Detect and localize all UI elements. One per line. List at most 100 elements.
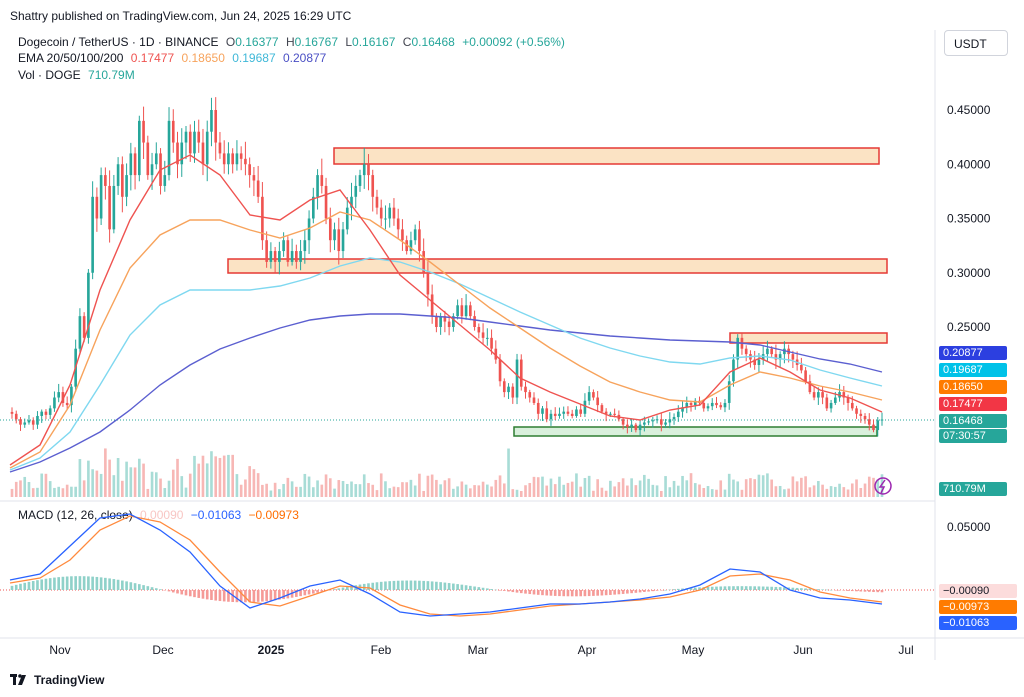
candle[interactable] (316, 175, 319, 197)
candle[interactable] (681, 407, 684, 412)
candle[interactable] (31, 420, 35, 425)
candle[interactable] (587, 392, 591, 401)
candle[interactable] (154, 153, 158, 165)
candle[interactable] (702, 402, 706, 409)
candle[interactable] (362, 164, 366, 176)
candle[interactable] (855, 408, 858, 414)
candle[interactable] (413, 229, 417, 241)
candle[interactable] (142, 120, 145, 143)
candle[interactable] (664, 422, 667, 425)
candle[interactable] (261, 196, 264, 241)
candle[interactable] (583, 400, 587, 414)
candle[interactable] (791, 354, 795, 360)
candle[interactable] (515, 359, 519, 398)
candle[interactable] (384, 218, 387, 220)
candle[interactable] (634, 424, 638, 431)
candle[interactable] (638, 424, 642, 431)
candle[interactable] (562, 411, 566, 414)
candle[interactable] (596, 397, 599, 406)
candle[interactable] (227, 153, 230, 165)
candle[interactable] (95, 196, 99, 219)
candle[interactable] (778, 354, 782, 360)
candle[interactable] (519, 359, 523, 387)
candle[interactable] (87, 272, 90, 338)
candle[interactable] (507, 386, 510, 393)
candle[interactable] (256, 180, 260, 197)
candle[interactable] (418, 229, 421, 252)
candle[interactable] (528, 392, 532, 398)
candle[interactable] (112, 185, 116, 230)
candle[interactable] (231, 153, 234, 165)
candle[interactable] (672, 417, 676, 420)
macd-line[interactable] (9, 513, 883, 617)
candle[interactable] (486, 337, 489, 339)
candle[interactable] (676, 411, 680, 418)
candle[interactable] (48, 408, 52, 415)
candle[interactable] (61, 392, 65, 403)
candle[interactable] (804, 370, 807, 382)
ema50-line[interactable] (9, 211, 883, 469)
candle[interactable] (774, 354, 778, 360)
candle[interactable] (104, 175, 107, 186)
candle[interactable] (570, 413, 574, 416)
candle[interactable] (430, 294, 434, 317)
candle[interactable] (757, 359, 761, 365)
candle[interactable] (439, 316, 442, 327)
candle[interactable] (558, 413, 561, 416)
candle[interactable] (36, 415, 39, 425)
resistance-zone-024[interactable] (729, 332, 888, 344)
candle[interactable] (375, 196, 379, 208)
symbol-title[interactable]: Dogecoin / TetherUS · 1D · BINANCE (18, 35, 219, 49)
candle[interactable] (299, 251, 302, 262)
candle[interactable] (511, 386, 515, 398)
candle[interactable] (808, 381, 812, 393)
candle[interactable] (57, 392, 60, 398)
candle[interactable] (290, 251, 294, 262)
candle[interactable] (783, 348, 786, 355)
candle[interactable] (91, 196, 94, 273)
candle[interactable] (541, 408, 544, 414)
candle[interactable] (214, 110, 218, 143)
ema100-line[interactable] (9, 257, 883, 471)
candle[interactable] (447, 321, 451, 327)
candle[interactable] (545, 408, 549, 420)
resistance-zone-030[interactable] (227, 258, 888, 274)
candle[interactable] (524, 386, 527, 393)
candle[interactable] (121, 164, 124, 197)
ema20-line[interactable] (9, 154, 883, 466)
currency-button[interactable]: USDT (944, 30, 1008, 56)
resistance-zone-040[interactable] (333, 147, 880, 165)
candle[interactable] (876, 420, 880, 431)
candle[interactable] (197, 131, 201, 143)
candle[interactable] (312, 196, 315, 219)
candle[interactable] (252, 175, 256, 181)
candle[interactable] (850, 402, 854, 409)
candle[interactable] (744, 348, 748, 355)
candle[interactable] (82, 316, 86, 338)
candle[interactable] (490, 337, 493, 349)
candle[interactable] (133, 153, 137, 176)
candle[interactable] (766, 348, 769, 355)
candle[interactable] (392, 207, 396, 219)
candle[interactable] (244, 158, 247, 165)
candle[interactable] (609, 413, 612, 415)
candle[interactable] (116, 164, 120, 186)
candle[interactable] (328, 218, 332, 241)
candle[interactable] (409, 240, 413, 252)
candle[interactable] (481, 332, 485, 338)
candle[interactable] (630, 424, 633, 427)
candle[interactable] (184, 131, 188, 143)
candle[interactable] (532, 397, 536, 403)
candle[interactable] (829, 402, 833, 409)
alert-icon[interactable] (874, 477, 892, 495)
candle[interactable] (846, 397, 850, 403)
candle[interactable] (715, 402, 718, 406)
candle[interactable] (668, 419, 672, 423)
candle[interactable] (723, 402, 727, 408)
candle[interactable] (579, 409, 582, 414)
candle[interactable] (401, 229, 404, 241)
candle[interactable] (379, 207, 383, 219)
candle[interactable] (129, 153, 133, 176)
candle[interactable] (150, 164, 154, 176)
candle[interactable] (235, 153, 239, 165)
